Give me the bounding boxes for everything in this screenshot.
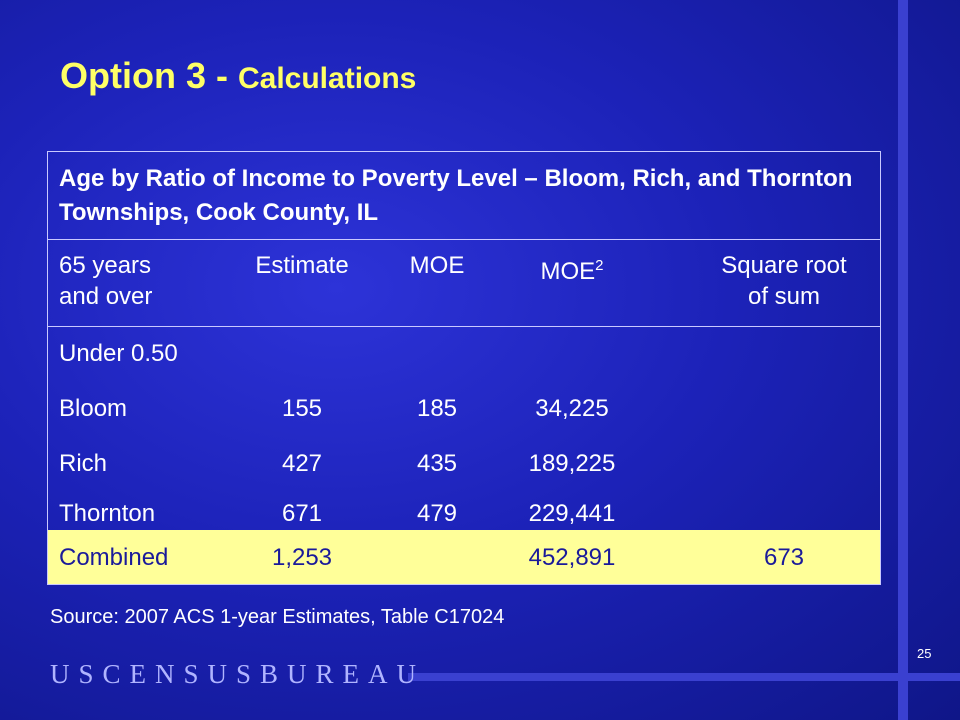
table-row: Thornton 671 479 229,441 [48, 490, 880, 540]
table-header-row: 65 years and over Estimate MOE MOE2 Squar… [48, 240, 880, 327]
page-number: 25 [917, 646, 932, 661]
combined-estimate: 1,253 [271, 544, 333, 571]
data-table: Age by Ratio of Income to Poverty Level … [47, 151, 881, 585]
row-name: Thornton [59, 500, 156, 527]
header-moe-squared: MOE2 [486, 250, 658, 287]
section-row: Under 0.50 [48, 330, 880, 380]
slide-title-main: Option 3 - [60, 55, 238, 96]
combined-name: Combined [59, 544, 169, 571]
census-bureau-logo: USCENSUSBUREAU [50, 659, 426, 689]
header-moe-squared-sup: 2 [595, 257, 604, 274]
header-moe: MOE [409, 252, 465, 279]
header-moe-squared-base: MOE [540, 258, 596, 285]
row-estimate: 155 [281, 395, 323, 422]
source-note: Source: 2007 ACS 1-year Estimates, Table… [50, 606, 505, 628]
decorative-horizontal-bar [408, 673, 960, 681]
combined-square-root: 673 [763, 544, 805, 571]
header-estimate: Estimate [255, 252, 349, 279]
header-group-line2: and over [59, 283, 153, 310]
row-name: Rich [59, 450, 108, 477]
combined-moe-squared: 452,891 [528, 544, 616, 571]
table-row: Rich 427 435 189,225 [48, 440, 880, 490]
header-sqrt-line2: of sum [747, 283, 821, 310]
table-row: Bloom 155 185 34,225 [48, 385, 880, 435]
header-square-root: Square root of sum [688, 250, 880, 312]
slide-title-sub: Calculations [237, 62, 417, 95]
header-sqrt-line1: Square root [721, 252, 847, 279]
row-moe: 435 [416, 450, 458, 477]
row-moe: 479 [416, 500, 458, 527]
header-group-line1: 65 years [59, 252, 152, 279]
decorative-vertical-bar [898, 0, 908, 720]
row-moe-squared: 34,225 [535, 395, 609, 422]
row-moe-squared: 189,225 [528, 450, 616, 477]
combined-row: Combined 1,253 452,891 673 [48, 530, 880, 584]
row-name: Bloom [59, 395, 128, 422]
section-label: Under 0.50 [59, 340, 178, 367]
slide-title: Option 3 - Calculations [60, 55, 416, 97]
row-estimate: 671 [281, 500, 323, 527]
row-moe: 185 [416, 395, 458, 422]
table-caption: Age by Ratio of Income to Poverty Level … [48, 152, 880, 240]
row-moe-squared: 229,441 [528, 500, 616, 527]
header-group: 65 years and over [59, 250, 199, 312]
row-estimate: 427 [281, 450, 323, 477]
